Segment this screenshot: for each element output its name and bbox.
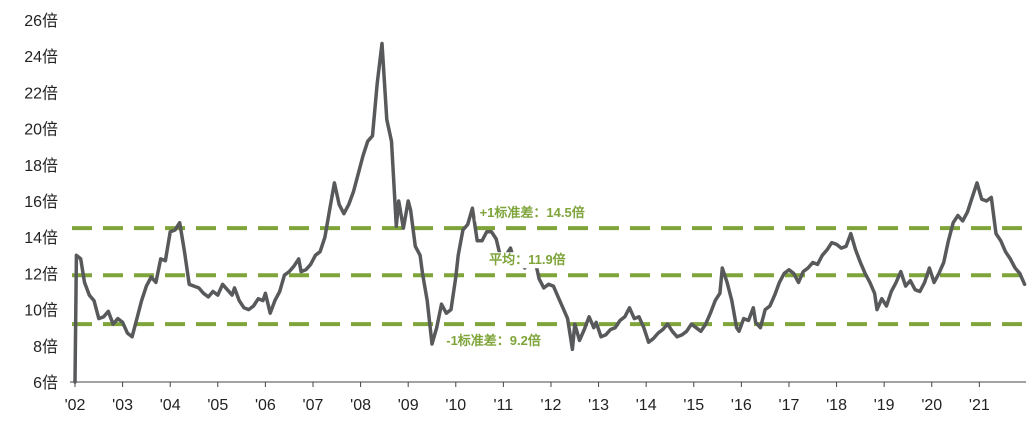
y-tick-label: 24倍	[24, 48, 58, 66]
reference-label-background	[442, 333, 545, 350]
y-tick-label: 6倍	[33, 374, 58, 392]
x-tick-label: '17	[779, 397, 800, 414]
x-tick-label: '02	[65, 397, 86, 414]
series-group	[73, 41, 1027, 384]
x-tick-label: '06	[255, 397, 276, 414]
y-tick-label: 14倍	[24, 229, 58, 247]
series-line	[73, 41, 1027, 384]
x-tick-label: '20	[921, 397, 942, 414]
x-tick-label: '15	[683, 397, 704, 414]
y-tick-label: 8倍	[33, 338, 58, 356]
x-tick-label: '03	[112, 397, 133, 414]
x-tick-label: '09	[398, 397, 419, 414]
x-tick-label: '18	[826, 397, 847, 414]
x-axis-ticks: '02 '03 '04 '05 '06 '07 '08 '09 '10 '11 '12 '13 '14 '…	[65, 382, 990, 414]
y-tick-label: 22倍	[24, 84, 58, 102]
reference-label-background	[475, 205, 589, 222]
y-tick-label: 16倍	[24, 193, 58, 211]
reference-line-label: +1标准差：14.5倍	[480, 205, 585, 220]
x-tick-label: '21	[969, 397, 990, 414]
x-tick-label: '12	[541, 397, 562, 414]
y-axis-tick-labels: 6倍 8倍 10倍 12倍 14倍 16倍 18倍 20倍 22倍 24倍 26倍	[24, 12, 58, 392]
x-tick-label: '04	[160, 397, 181, 414]
x-tick-label: '16	[731, 397, 752, 414]
x-tick-label: '11	[494, 397, 514, 414]
x-tick-label: '19	[874, 397, 895, 414]
x-tick-label: '10	[445, 397, 466, 414]
x-tick-label: '05	[207, 397, 228, 414]
y-tick-label: 10倍	[24, 302, 58, 320]
x-tick-label: '07	[303, 397, 324, 414]
reference-lines	[72, 226, 1026, 327]
reference-line-label: -1标准差：9.2倍	[446, 333, 541, 348]
x-tick-label: '13	[588, 397, 609, 414]
y-tick-label: 26倍	[24, 12, 58, 30]
reference-line-label: 平均：11.9倍	[489, 252, 566, 267]
y-tick-label: 18倍	[24, 157, 58, 175]
x-tick-label: '08	[350, 397, 371, 414]
x-tick-label: '14	[636, 397, 657, 414]
y-tick-label: 20倍	[24, 121, 58, 139]
reference-label-background	[485, 252, 570, 269]
y-tick-label: 12倍	[24, 265, 58, 283]
